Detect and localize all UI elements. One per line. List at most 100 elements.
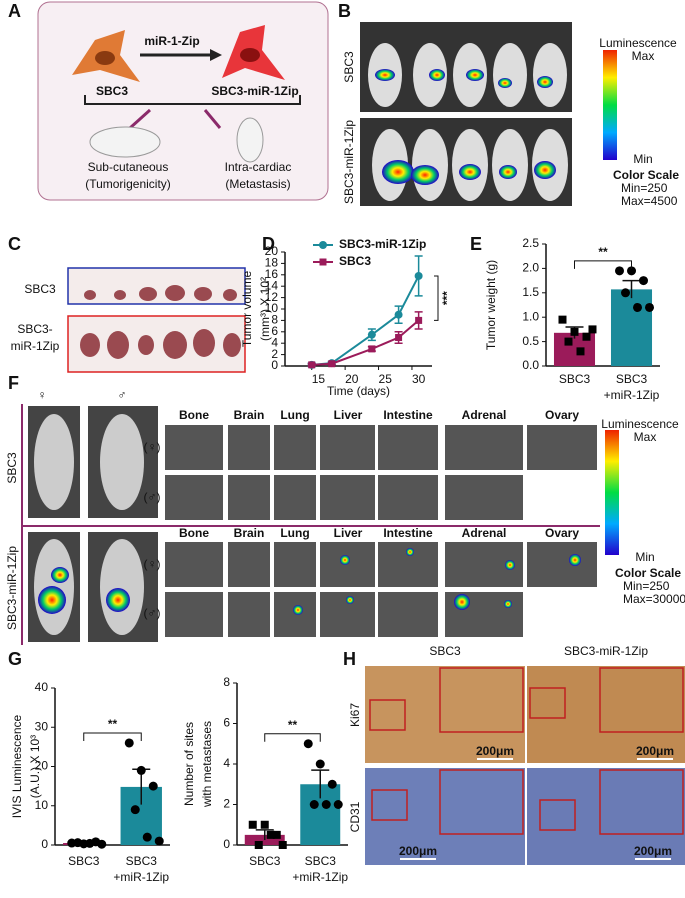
x-tick-label: +miR-1Zip bbox=[292, 870, 348, 884]
scale-max: Max bbox=[634, 430, 657, 444]
y-tick-label: 10 bbox=[35, 798, 49, 812]
sex-row-label: (♀) bbox=[144, 557, 161, 571]
y-tick-label: 0.5 bbox=[522, 334, 539, 348]
panel-label: F bbox=[8, 373, 19, 393]
significance-label: ** bbox=[288, 718, 298, 732]
scale-title: Luminescence bbox=[599, 36, 677, 50]
x-tick-label: 20 bbox=[345, 372, 359, 386]
y-tick-label: 2 bbox=[271, 347, 278, 361]
y-tick-label: 0 bbox=[41, 837, 48, 851]
legend-marker bbox=[319, 258, 327, 266]
panel-label: G bbox=[8, 649, 22, 669]
x-tick-label: SBC3 bbox=[126, 854, 158, 868]
sex-row-label: (♂) bbox=[144, 606, 161, 620]
x-tick-label: 30 bbox=[412, 372, 426, 386]
y-tick-label: 8 bbox=[271, 313, 278, 327]
y-tick-label: 20 bbox=[265, 244, 279, 258]
x-tick-label: +miR-1Zip bbox=[113, 870, 169, 884]
organ-label: Liver bbox=[334, 408, 363, 422]
error-bar bbox=[311, 769, 330, 799]
organ-label: Lung bbox=[280, 408, 309, 422]
legend-label: SBC3 bbox=[339, 254, 371, 268]
y-tick-label: 6 bbox=[223, 716, 230, 730]
organ-label: Brain bbox=[234, 526, 265, 540]
x-tick-label: SBC3 bbox=[559, 372, 591, 386]
organ-label: Adrenal bbox=[462, 408, 507, 422]
significance-bracket bbox=[83, 732, 142, 741]
legend-marker bbox=[319, 241, 327, 249]
scale-caption: Color Scale bbox=[613, 168, 679, 182]
y-tick-label: 18 bbox=[265, 256, 279, 270]
legend-label: SBC3-miR-1Zip bbox=[339, 237, 426, 251]
data-point bbox=[97, 839, 107, 849]
scale-min: Min bbox=[635, 550, 654, 564]
data-point bbox=[576, 347, 585, 356]
x-tick-label: SBC3 bbox=[68, 854, 100, 868]
route-label: (Metastasis) bbox=[225, 177, 290, 191]
data-point bbox=[73, 838, 83, 848]
data-point bbox=[136, 765, 146, 775]
data-point bbox=[321, 800, 331, 809]
y-tick-label: 16 bbox=[265, 267, 279, 281]
error-bar bbox=[622, 279, 641, 299]
route-label: (Tumorigenicity) bbox=[85, 177, 171, 191]
row-label: Ki67 bbox=[348, 703, 362, 727]
data-point bbox=[85, 838, 95, 848]
y-axis-label: IVIS Luminescence bbox=[10, 714, 24, 818]
data-point bbox=[639, 276, 648, 286]
data-point bbox=[278, 841, 287, 849]
y-tick-label: 2 bbox=[223, 797, 230, 811]
y-tick-label: 12 bbox=[265, 290, 279, 304]
organ-label: Bone bbox=[179, 526, 209, 540]
significance-label: ** bbox=[598, 245, 608, 259]
scale-range: Max=30000 bbox=[623, 592, 685, 606]
scale-bar-label: 200μm bbox=[399, 844, 437, 858]
y-tick-label: 14 bbox=[265, 278, 279, 292]
series-line bbox=[311, 319, 420, 366]
data-point bbox=[333, 800, 343, 809]
scale-bar-label: 200μm bbox=[636, 744, 674, 758]
data-point bbox=[615, 266, 624, 276]
data-point bbox=[327, 779, 337, 789]
data-point bbox=[645, 302, 654, 312]
data-point bbox=[254, 841, 263, 849]
histology-images-h bbox=[365, 666, 685, 865]
route-label: Sub-cutaneous bbox=[88, 160, 169, 174]
data-point bbox=[260, 820, 269, 829]
y-axis-label: Tumor volume bbox=[240, 271, 254, 348]
scale-bar-label: 200μm bbox=[634, 844, 672, 858]
row-label: SBC3 bbox=[24, 282, 56, 296]
data-point bbox=[154, 836, 164, 846]
significance-bracket bbox=[434, 275, 439, 321]
row-label: SBC3- bbox=[17, 322, 52, 336]
y-tick-label: 4 bbox=[271, 335, 278, 349]
data-point bbox=[633, 302, 642, 312]
y-tick-label: 40 bbox=[35, 680, 49, 694]
x-tick-label: 25 bbox=[379, 372, 393, 386]
data-point bbox=[621, 288, 630, 298]
y-axis-label: Number of sites bbox=[182, 722, 196, 806]
row-label: SBC3-miR-1Zip bbox=[342, 120, 356, 204]
y-tick-label: 1.0 bbox=[522, 309, 539, 323]
y-tick-label: 4 bbox=[223, 756, 230, 770]
point bbox=[415, 316, 423, 324]
point bbox=[308, 361, 316, 369]
row-label: miR-1Zip bbox=[11, 339, 60, 353]
organ-label: Adrenal bbox=[462, 526, 507, 540]
point bbox=[368, 345, 376, 353]
data-point bbox=[570, 327, 579, 336]
row-label: SBC3 bbox=[5, 452, 19, 484]
treatment-label: miR-1-Zip bbox=[144, 34, 199, 48]
x-tick-label: SBC3 bbox=[249, 854, 281, 868]
data-point bbox=[588, 325, 597, 334]
y-tick-label: 0 bbox=[271, 358, 278, 372]
point bbox=[328, 360, 336, 368]
organ-label: Ovary bbox=[545, 408, 579, 422]
point bbox=[414, 271, 423, 280]
data-point bbox=[266, 830, 275, 839]
panel-label: E bbox=[470, 234, 482, 254]
ivis-images-b bbox=[360, 22, 617, 206]
x-tick-label: SBC3 bbox=[616, 372, 648, 386]
organ-label: Liver bbox=[334, 526, 363, 540]
